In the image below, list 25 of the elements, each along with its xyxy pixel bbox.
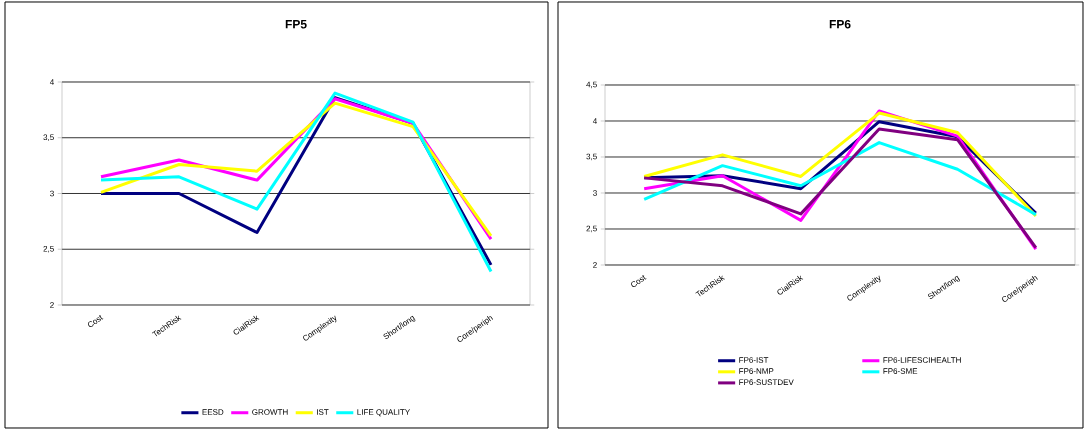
chart-title: FP6 [829,19,851,29]
line-series [642,141,1038,217]
legend-label: FP6-NMP [739,368,774,374]
y-tick-label: 3 [50,190,54,197]
y-tick-label: 4 [592,118,597,124]
y-tick-label: 4,5 [586,81,597,89]
y-tick-label: 2 [50,302,54,308]
legend-label: EESD [202,409,224,415]
y-tick-label: 3,5 [586,153,597,161]
legend-label: FP6-SME [883,368,918,374]
y-tick-label: 4 [49,79,54,85]
y-tick-label: 3 [593,190,597,196]
y-tick-label: 2,5 [43,245,54,253]
legend-label: FP6-IST [739,357,769,363]
y-tick-label: 2 [593,262,597,268]
legend-label: FP6-LIFESCIHEALTH [883,357,961,363]
chart-title: FP5 [285,20,307,29]
x-tick-label: Cost [631,275,647,288]
legend-label: LIFE QUALITY [357,409,410,417]
y-tick-label: 2,5 [586,225,597,233]
y-tick-label: 3,5 [43,134,54,142]
legend-label: FP6-SUSTDEV [739,379,794,386]
legend-label: IST [317,409,329,415]
legend-label: GROWTH [252,409,288,415]
x-tick-label: Cost [87,315,104,328]
